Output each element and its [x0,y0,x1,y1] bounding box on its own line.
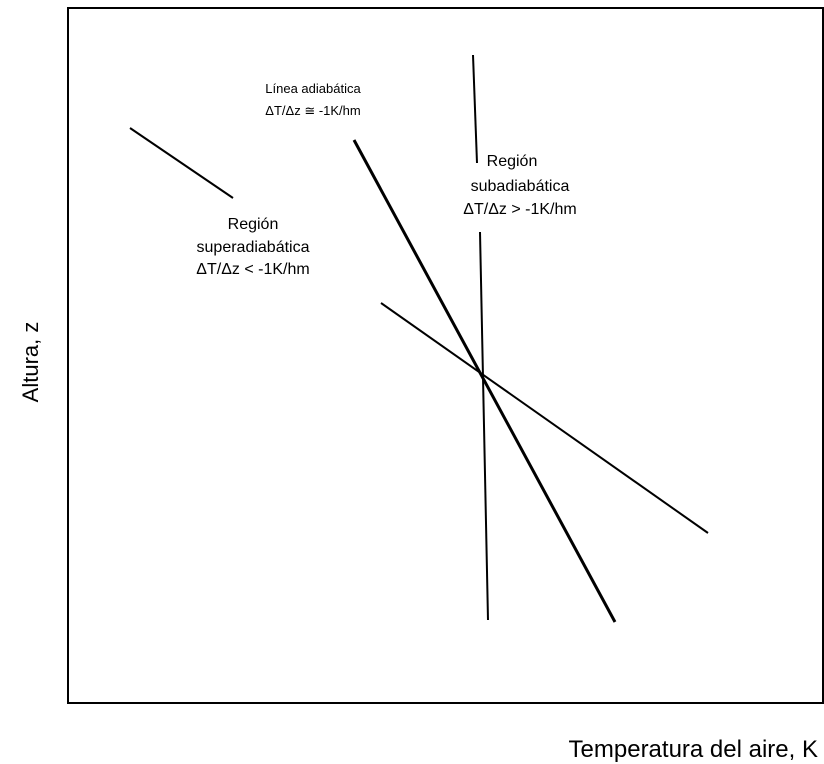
subadiabatic-line-upper [472,54,478,164]
annotation: Línea adiabática [265,81,361,96]
annotation: subadiabática [471,178,570,195]
superadiabatic-line-lower [380,302,709,534]
subadiabatic-line-lower [479,231,489,621]
annotation: ΔT/Δz ≅ -1K/hm [265,103,360,118]
x-axis-label: Temperatura del aire, K [569,736,818,763]
annotation: ΔT/Δz > -1K/hm [463,201,576,218]
superadiabatic-line-upper [129,127,234,199]
y-axis-label: Altura, z [18,322,43,403]
annotation: ΔT/Δz < -1K/hm [196,261,309,278]
annotation: Región [228,216,279,233]
annotation: Región [487,153,538,170]
adiabatic-line [352,139,617,623]
frame [67,7,824,704]
annotation: superadiabática [197,239,310,256]
